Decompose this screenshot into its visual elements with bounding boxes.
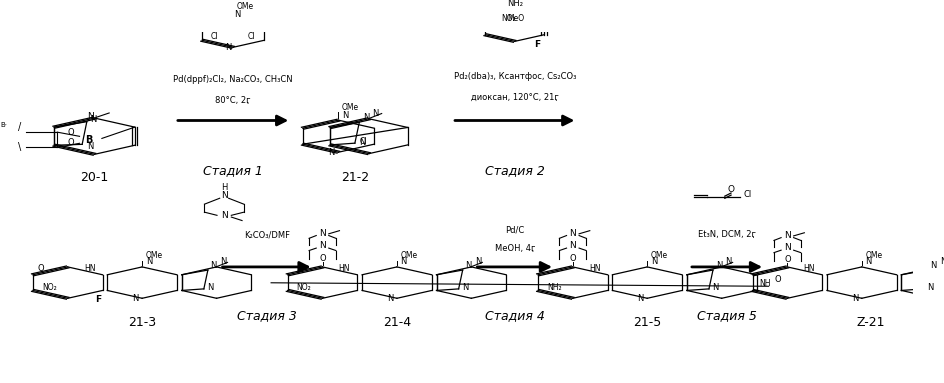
Text: OMe: OMe	[400, 251, 417, 260]
Text: NH₂: NH₂	[507, 0, 523, 8]
Text: N: N	[400, 257, 407, 267]
Text: OMe: OMe	[650, 251, 668, 260]
Text: N: N	[650, 257, 657, 267]
Text: 21-5: 21-5	[633, 316, 662, 329]
Text: H: H	[221, 183, 228, 192]
Text: O: O	[67, 138, 74, 147]
Text: N: N	[716, 261, 722, 270]
Text: N: N	[319, 229, 326, 237]
Text: N: N	[329, 148, 335, 157]
Text: N: N	[866, 257, 871, 267]
Text: K₂CO₃/DMF: K₂CO₃/DMF	[244, 230, 290, 239]
Text: 80°C, 2ӷ: 80°C, 2ӷ	[215, 96, 251, 105]
Text: MeO: MeO	[507, 15, 525, 23]
Text: NO₂: NO₂	[501, 15, 516, 23]
Text: N: N	[373, 109, 379, 118]
Text: N: N	[211, 261, 217, 270]
Text: N: N	[713, 283, 719, 292]
Text: N: N	[87, 112, 93, 121]
Text: N: N	[220, 257, 227, 267]
Text: OMe: OMe	[237, 2, 254, 11]
Text: OMe: OMe	[342, 103, 359, 112]
Text: O: O	[784, 255, 791, 264]
Text: N: N	[319, 241, 326, 250]
Text: N: N	[637, 294, 644, 303]
Text: Cl: Cl	[247, 31, 255, 41]
Text: NH: NH	[760, 279, 771, 288]
Text: \: \	[18, 142, 22, 152]
Text: O: O	[67, 128, 74, 137]
Text: /: /	[18, 122, 22, 132]
Text: Cl: Cl	[744, 190, 751, 199]
Text: N: N	[465, 261, 472, 270]
Text: MeOH, 4ӷ: MeOH, 4ӷ	[495, 244, 535, 253]
Text: HN: HN	[589, 264, 600, 273]
Text: N: N	[362, 113, 369, 123]
Text: NO₂: NO₂	[42, 283, 57, 293]
Text: N: N	[221, 211, 228, 220]
Text: 21-3: 21-3	[128, 316, 156, 329]
Text: HN: HN	[84, 264, 95, 273]
Text: NH₂: NH₂	[547, 283, 562, 293]
Text: N: N	[569, 229, 576, 237]
Text: O: O	[569, 254, 576, 263]
Text: O: O	[319, 254, 326, 263]
Text: Pd₂(dba)₃, Ксантфос, Cs₂CO₃: Pd₂(dba)₃, Ксантфос, Cs₂CO₃	[453, 72, 576, 81]
Text: Стадия 1: Стадия 1	[203, 165, 263, 178]
Text: Cl: Cl	[211, 31, 219, 41]
Text: N: N	[360, 137, 365, 147]
Text: Et₃N, DCM, 2ӷ: Et₃N, DCM, 2ӷ	[698, 230, 755, 239]
Text: N: N	[725, 257, 732, 267]
Text: Cl: Cl	[360, 137, 367, 146]
Text: N: N	[784, 243, 791, 252]
Text: Pd/C: Pd/C	[505, 225, 524, 234]
Text: 21-4: 21-4	[383, 316, 411, 329]
Text: N: N	[851, 294, 858, 303]
Text: N: N	[940, 257, 944, 267]
Text: N: N	[88, 142, 93, 151]
Text: B: B	[85, 135, 93, 145]
Text: HN: HN	[803, 264, 815, 273]
Text: 21-2: 21-2	[342, 171, 370, 184]
Text: Pd(dppf)₂Cl₂, Na₂CO₃, CH₃CN: Pd(dppf)₂Cl₂, Na₂CO₃, CH₃CN	[174, 75, 293, 84]
Text: диоксан, 120°C, 21ӷ: диоксан, 120°C, 21ӷ	[471, 93, 559, 101]
Text: O: O	[38, 264, 44, 273]
Text: N: N	[569, 241, 576, 250]
Text: N: N	[221, 191, 228, 200]
Text: N: N	[927, 283, 934, 292]
Text: Стадия 4: Стадия 4	[485, 309, 545, 322]
Text: 20-1: 20-1	[80, 171, 109, 183]
Text: F: F	[95, 295, 101, 304]
Text: N: N	[145, 257, 152, 267]
Text: O: O	[728, 185, 734, 194]
Text: N: N	[387, 294, 394, 303]
Text: N: N	[475, 257, 481, 267]
Text: F: F	[534, 39, 540, 49]
Text: Стадия 5: Стадия 5	[697, 309, 756, 322]
Text: N: N	[784, 231, 791, 240]
Text: O: O	[774, 275, 781, 284]
Text: N: N	[463, 283, 468, 292]
Text: B·: B·	[0, 121, 7, 128]
Text: HN: HN	[339, 264, 350, 273]
Text: OMe: OMe	[145, 251, 162, 260]
Text: NO₂: NO₂	[296, 283, 312, 293]
Text: N: N	[930, 261, 936, 270]
Text: N: N	[226, 43, 232, 52]
Text: Z-21: Z-21	[856, 316, 885, 329]
Text: N: N	[342, 111, 348, 120]
Text: OMe: OMe	[866, 251, 883, 260]
Text: N: N	[132, 294, 139, 303]
Text: N: N	[91, 115, 97, 124]
Text: Стадия 2: Стадия 2	[485, 165, 545, 178]
Text: N: N	[234, 10, 241, 19]
Text: Стадия 3: Стадия 3	[237, 309, 297, 322]
Text: N: N	[208, 283, 213, 292]
